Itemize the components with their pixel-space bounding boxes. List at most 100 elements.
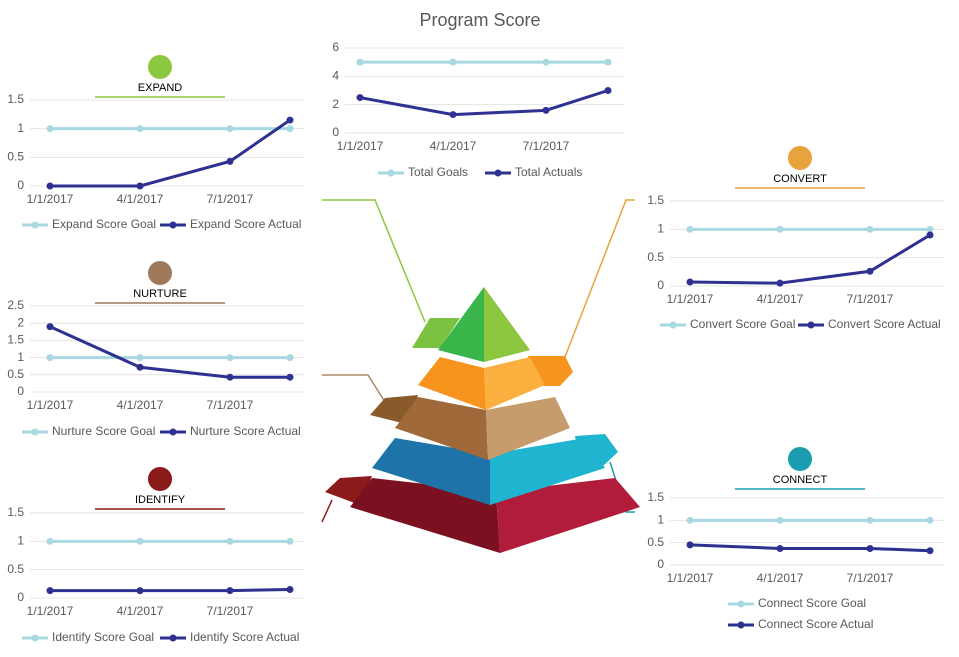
- legend-marker: [169, 634, 177, 642]
- y-tick-label: 0.5: [647, 535, 664, 549]
- y-tick-label: 0: [657, 278, 664, 292]
- series-line: [49, 325, 290, 379]
- point: [136, 587, 144, 595]
- y-tick-label: 0.5: [647, 250, 664, 264]
- point: [286, 537, 294, 545]
- y-tick-label: 6: [332, 40, 339, 54]
- x-tick-label: 1/1/2017: [27, 398, 74, 412]
- x-tick-label: 4/1/2017: [757, 292, 804, 306]
- icon: [148, 467, 172, 491]
- series-line: [689, 233, 931, 285]
- x-tick-label: 1/1/2017: [667, 292, 714, 306]
- point: [686, 225, 694, 233]
- callout-line: [321, 499, 333, 523]
- y-tick-label: 1.5: [7, 333, 24, 347]
- layer-right: [496, 478, 640, 553]
- x-tick-label: 4/1/2017: [117, 604, 164, 618]
- series-line: [50, 118, 291, 188]
- point: [866, 516, 874, 524]
- legend-label: Expand Score Actual: [190, 217, 301, 231]
- point: [926, 516, 934, 524]
- y-tick-label: 0: [17, 178, 24, 192]
- point: [226, 354, 234, 362]
- x-tick-label: 7/1/2017: [207, 604, 254, 618]
- legend-marker: [31, 221, 39, 229]
- y-tick-label: 1.5: [7, 505, 24, 519]
- point: [926, 225, 934, 233]
- point: [542, 58, 550, 66]
- legend-label: Identify Score Actual: [190, 630, 299, 644]
- point: [46, 587, 54, 595]
- point: [46, 537, 54, 545]
- layer-right: [490, 438, 605, 505]
- callout-line: [562, 199, 635, 363]
- point: [226, 587, 234, 595]
- y-tick-label: 0.5: [7, 367, 24, 381]
- x-tick-label: 1/1/2017: [27, 604, 74, 618]
- point: [136, 125, 144, 133]
- callout-line: [322, 199, 426, 323]
- layer-right: [484, 287, 530, 362]
- y-tick-label: 1.5: [7, 92, 24, 106]
- point: [286, 373, 294, 381]
- point: [776, 516, 784, 524]
- point: [449, 58, 457, 66]
- legend-marker: [169, 428, 177, 436]
- series-line: [359, 89, 609, 117]
- legend-label: Identify Score Goal: [52, 630, 154, 644]
- y-tick-label: 0.5: [7, 150, 24, 164]
- point: [449, 111, 457, 119]
- legend-marker: [494, 169, 502, 177]
- y-tick-label: 0: [17, 384, 24, 398]
- point: [286, 116, 294, 124]
- x-tick-label: 1/1/2017: [667, 571, 714, 585]
- point: [926, 547, 934, 555]
- point: [926, 231, 934, 239]
- point: [136, 363, 144, 371]
- legend-marker: [737, 621, 745, 629]
- point: [356, 94, 364, 102]
- x-tick-label: 7/1/2017: [207, 398, 254, 412]
- point: [46, 354, 54, 362]
- y-tick-label: 2.5: [7, 298, 24, 312]
- legend-marker: [31, 428, 39, 436]
- legend-label: Nurture Score Actual: [190, 424, 301, 438]
- point: [286, 586, 294, 593]
- layer-left: [395, 397, 488, 460]
- section-heading: CONNECT: [773, 474, 828, 486]
- point: [866, 225, 874, 233]
- callout-line: [322, 374, 386, 403]
- x-tick-label: 4/1/2017: [430, 139, 477, 153]
- y-tick-label: 0: [657, 557, 664, 571]
- point: [866, 544, 874, 552]
- x-tick-label: 7/1/2017: [523, 139, 570, 153]
- y-tick-label: 2: [332, 97, 339, 111]
- chart-title: Program Score: [419, 10, 540, 30]
- point: [136, 354, 144, 362]
- point: [226, 125, 234, 133]
- layer-left: [350, 478, 500, 553]
- icon: [788, 146, 812, 170]
- section-heading: EXPAND: [138, 82, 182, 94]
- point: [226, 537, 234, 545]
- x-tick-label: 1/1/2017: [337, 139, 384, 153]
- point: [776, 544, 784, 552]
- legend-label: Total Actuals: [515, 165, 582, 179]
- legend-marker: [169, 221, 177, 229]
- x-tick-label: 7/1/2017: [207, 192, 254, 206]
- legend-marker: [737, 600, 745, 608]
- point: [136, 537, 144, 545]
- y-tick-label: 0: [332, 125, 339, 139]
- pyramid: [321, 199, 640, 553]
- icon: [148, 55, 172, 79]
- point: [286, 125, 294, 133]
- y-tick-label: 4: [332, 69, 339, 83]
- point: [686, 278, 694, 286]
- point: [356, 58, 364, 66]
- x-tick-label: 4/1/2017: [117, 192, 164, 206]
- legend-label: Convert Score Goal: [690, 317, 795, 331]
- legend-label: Nurture Score Goal: [52, 424, 155, 438]
- point: [776, 279, 784, 287]
- layer-right: [484, 357, 545, 410]
